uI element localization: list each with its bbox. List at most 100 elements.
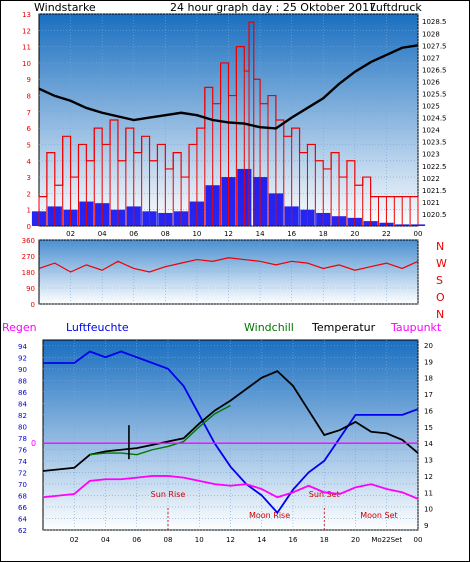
pressure-tick-label: 1028.5 xyxy=(422,18,447,26)
wind-tick-label: 3 xyxy=(27,174,31,182)
x-tick-label: 08 xyxy=(161,230,170,238)
x-tick-label: 10 xyxy=(195,536,204,544)
humidity-tick-label: 76 xyxy=(18,446,27,454)
humidity-tick-label: 66 xyxy=(18,504,27,512)
rain-series: 0 xyxy=(31,425,418,460)
event-label: Sun Set xyxy=(309,490,340,499)
temperature-grid xyxy=(43,340,419,531)
taupunkt-label: Taupunkt xyxy=(390,321,442,334)
temperature-series xyxy=(42,370,419,472)
x-tick-label: 08 xyxy=(164,536,173,544)
pressure-tick-label: 1026.5 xyxy=(422,66,447,74)
temperature-tick-label: 16 xyxy=(424,407,433,415)
pressure-tick-label: 1023 xyxy=(422,151,440,159)
wind-tick-label: 2 xyxy=(27,190,31,198)
pressure-tick-label: 1021 xyxy=(422,199,440,207)
luftdruck-label: Luftdruck xyxy=(370,1,422,14)
wind-tick-label: 11 xyxy=(22,44,31,52)
pressure-tick-label: 1027 xyxy=(422,54,440,62)
wind-tick-label: 4 xyxy=(27,158,32,166)
temperature-tick-label: 10 xyxy=(424,506,433,514)
wind-direction-series xyxy=(38,257,419,273)
x-tick-label: 00 xyxy=(414,230,423,238)
windchill-label: Windchill xyxy=(244,321,294,334)
temperature-tick-label: 18 xyxy=(424,375,433,383)
x-tick-label: 20 xyxy=(351,536,360,544)
compass-label: W xyxy=(436,257,447,270)
pressure-tick-label: 1021.5 xyxy=(422,187,447,195)
direction-tick-label: 180 xyxy=(22,269,35,277)
humidity-tick-label: 78 xyxy=(18,435,27,443)
windchill-line xyxy=(89,404,231,456)
humidity-tick-label: 82 xyxy=(18,412,27,420)
pressure-y-axis: 1020.5 1021 1021.5 1022 1022.5 1023 1023.5 1024… xyxy=(422,18,447,219)
rain-zero-label: 0 xyxy=(31,439,36,448)
pressure-tick-label: 1028 xyxy=(422,30,440,38)
direction-tick-label: 270 xyxy=(22,253,35,261)
pressure-tick-label: 1025 xyxy=(422,103,440,111)
compass-label: S xyxy=(436,274,443,287)
temperature-tick-label: 19 xyxy=(424,358,433,366)
x-tick-label: 04 xyxy=(98,230,107,238)
wind-tick-label: 9 xyxy=(27,76,31,84)
temperature-tick-label: 11 xyxy=(424,489,433,497)
x-tick-label: 20 xyxy=(350,230,359,238)
humidity-tick-label: 90 xyxy=(18,366,27,374)
page-title: 24 hour graph day : 25 Oktober 2017 xyxy=(170,1,376,14)
pressure-tick-label: 1020.5 xyxy=(422,211,447,219)
humidity-tick-label: 62 xyxy=(18,527,27,535)
astronomy-events: Sun Rise Moon Rise Sun Set Moon Set xyxy=(151,490,398,530)
humidity-tick-label: 64 xyxy=(18,515,27,523)
humidity-tick-label: 92 xyxy=(18,354,27,362)
x-tick-label: 04 xyxy=(101,536,110,544)
pressure-line xyxy=(38,44,419,130)
humidity-tick-label: 70 xyxy=(18,481,27,489)
x-tick-label: 16 xyxy=(289,536,298,544)
temperature-tick-label: 20 xyxy=(424,342,433,350)
pressure-tick-label: 1025.5 xyxy=(422,91,447,99)
x-tick-label: 12 xyxy=(226,536,235,544)
x-tick-label: 02 xyxy=(70,536,79,544)
compass-label: N xyxy=(436,308,444,321)
direction-y-axis: 360 270 180 90 0 xyxy=(22,237,35,309)
humidity-tick-label: 72 xyxy=(18,469,27,477)
wind-tick-label: 10 xyxy=(22,60,31,68)
temperature-y-axis: 9 10 11 12 13 14 15 16 17 18 19 20 xyxy=(424,342,433,530)
wind-gust-bars xyxy=(38,21,419,226)
windstarke-label: Windstarke xyxy=(34,1,96,14)
pressure-tick-label: 1026 xyxy=(422,78,440,86)
x-tick-label: Mo22Set xyxy=(371,536,402,544)
humidity-tick-label: 86 xyxy=(18,389,27,397)
humidity-tick-label: 94 xyxy=(18,343,27,351)
wind-tick-label: 6 xyxy=(27,125,32,133)
compass-label: O xyxy=(436,291,445,304)
humidity-tick-label: 88 xyxy=(18,377,27,385)
humidity-series xyxy=(43,350,419,515)
wind-direction-line xyxy=(38,257,419,273)
temperature-tick-label: 17 xyxy=(424,391,433,399)
x-tick-label: 00 xyxy=(414,536,423,544)
compass-label: N xyxy=(436,240,444,253)
x-tick-label: 02 xyxy=(66,230,75,238)
x-tick-label: 10 xyxy=(192,230,201,238)
pressure-tick-label: 1027.5 xyxy=(422,42,447,50)
humidity-tick-label: 68 xyxy=(18,492,27,500)
direction-tick-label: 90 xyxy=(26,285,35,293)
x-tick-label: 18 xyxy=(319,230,328,238)
luftfeuchte-label: Luftfeuchte xyxy=(66,321,129,334)
temperature-tick-label: 9 xyxy=(424,522,428,530)
wind-tick-label: 1 xyxy=(27,207,31,215)
event-label: Sun Rise xyxy=(151,490,186,499)
temperature-tick-label: 15 xyxy=(424,424,433,432)
pressure-tick-label: 1023.5 xyxy=(422,139,447,147)
x-tick-label: 14 xyxy=(257,536,266,544)
wind-tick-label: 8 xyxy=(27,93,31,101)
temperature-line xyxy=(42,370,419,472)
event-label: Moon Set xyxy=(360,511,397,520)
direction-tick-label: 360 xyxy=(22,237,35,245)
x-tick-label: 06 xyxy=(129,230,138,238)
humidity-tick-label: 74 xyxy=(18,458,27,466)
pressure-series xyxy=(38,44,419,130)
